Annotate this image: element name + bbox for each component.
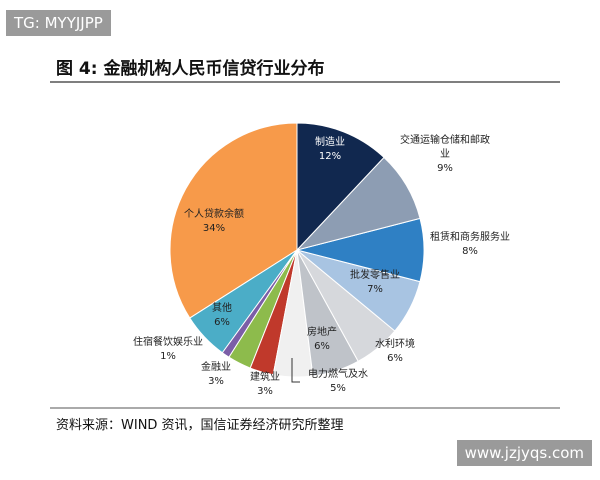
slice-name: 制造业 [315,137,345,148]
slice-label: 电力燃气及水 5% [308,368,368,396]
watermark: www.jzjyqs.com [456,440,592,466]
watermark: TG: MYYJJPP [6,10,111,36]
slice-label: 建筑业 3% [250,371,280,399]
slice-label: 房地产 6% [307,326,337,354]
slice-value: 8% [462,246,478,257]
slice-label: 批发零售业 7% [350,269,400,297]
slice-value: 3% [257,386,273,397]
slice-name: 交通运输仓储和邮政业 [400,135,490,160]
slice-value: 9% [437,163,453,174]
pie-slice [296,122,385,252]
slice-name: 批发零售业 [350,270,400,281]
slice-label: 制造业 12% [315,136,345,164]
slice-label: 交通运输仓储和邮政业 9% [399,134,491,176]
slice-name: 其他 [212,303,232,314]
source-note: 资料来源：WIND 资讯，国信证券经济研究所整理 [56,418,344,433]
slice-value: 12% [318,151,342,162]
slice-name: 建筑业 [250,372,280,383]
slice-label: 水利环境 6% [375,338,415,366]
slice-value: 6% [314,341,330,352]
slice-value: 6% [387,353,403,364]
chart-title: 图 4: 金融机构人民币信贷行业分布 [56,59,325,79]
slice-value: 6% [214,317,230,328]
slice-name: 金融业 [201,362,231,373]
slice-name: 水利环境 [375,339,415,350]
slice-name: 个人贷款余额 [184,209,244,220]
slice-value: 5% [330,383,346,394]
slice-name: 住宿餐饮娱乐业 [133,337,203,348]
slice-name: 电力燃气及水 [308,369,368,380]
slice-label: 金融业 3% [201,361,231,389]
slice-label: 其他 6% [212,302,232,330]
slice-label: 住宿餐饮娱乐业 1% [133,336,203,364]
slice-label: 个人贷款余额 34% [184,208,244,236]
pie-slice [169,122,298,319]
slice-value: 7% [367,284,383,295]
slice-name: 房地产 [307,327,337,338]
slice-value: 34% [202,223,226,234]
slice-value: 3% [208,376,224,387]
leader-line [291,358,300,383]
slice-label: 租赁和商务服务业 8% [430,231,510,259]
slice-value: 1% [160,351,176,362]
slice-name: 租赁和商务服务业 [430,232,510,243]
